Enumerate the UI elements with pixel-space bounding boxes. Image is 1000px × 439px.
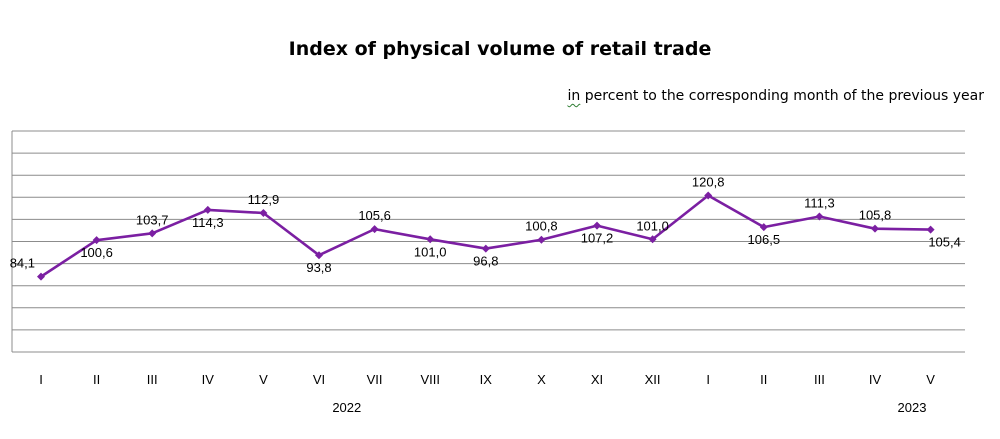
x-tick-label: X bbox=[537, 372, 546, 387]
x-tick-label: VII bbox=[367, 372, 383, 387]
data-point bbox=[481, 244, 490, 253]
data-label: 107,2 bbox=[581, 231, 614, 246]
x-tick-label: II bbox=[760, 372, 767, 387]
data-label: 101,0 bbox=[414, 244, 447, 259]
data-point bbox=[259, 208, 268, 217]
data-point bbox=[759, 223, 768, 232]
data-point bbox=[37, 272, 45, 281]
x-tick-label: V bbox=[926, 372, 935, 387]
data-point bbox=[537, 235, 546, 244]
data-point bbox=[203, 205, 212, 214]
data-point bbox=[315, 251, 323, 260]
chart-subtitle: in percent to the corresponding month of… bbox=[568, 88, 984, 104]
x-tick-label: V bbox=[259, 372, 268, 387]
data-label: 105,6 bbox=[358, 208, 391, 223]
x-tick-label: III bbox=[147, 372, 158, 387]
data-point bbox=[704, 191, 713, 200]
data-point bbox=[871, 224, 879, 233]
data-label: 96,8 bbox=[473, 254, 498, 269]
data-point bbox=[370, 225, 379, 234]
data-label: 101,0 bbox=[636, 218, 669, 233]
x-tick-label: IX bbox=[480, 372, 493, 387]
x-tick-label: VI bbox=[313, 372, 325, 387]
subtitle-first-word: in bbox=[567, 88, 581, 104]
data-point bbox=[593, 221, 601, 230]
data-label: 100,8 bbox=[525, 219, 558, 234]
year-label: 2022 bbox=[332, 400, 361, 415]
x-tick-label: I bbox=[39, 372, 43, 387]
x-tick-label: XI bbox=[591, 372, 603, 387]
data-point bbox=[815, 212, 824, 221]
data-label: 103,7 bbox=[136, 212, 169, 227]
x-tick-label: VIII bbox=[420, 372, 440, 387]
x-tick-label: XII bbox=[645, 372, 661, 387]
data-point bbox=[426, 235, 435, 244]
x-tick-label: I bbox=[706, 372, 710, 387]
data-label: 105,4 bbox=[928, 235, 961, 250]
x-tick-label: IV bbox=[202, 372, 215, 387]
data-point bbox=[148, 229, 157, 238]
data-label: 100,6 bbox=[80, 245, 113, 260]
data-label: 120,8 bbox=[692, 175, 725, 190]
x-tick-label: IV bbox=[869, 372, 882, 387]
year-label: 2023 bbox=[898, 400, 927, 415]
data-point bbox=[92, 236, 101, 245]
data-label: 111,3 bbox=[804, 196, 835, 211]
data-label: 93,8 bbox=[306, 260, 331, 275]
subtitle-rest: percent to the corresponding month of th… bbox=[580, 88, 984, 104]
data-label: 84,1 bbox=[10, 256, 35, 271]
data-label: 114,3 bbox=[192, 215, 224, 230]
data-point bbox=[926, 225, 935, 234]
data-label: 105,8 bbox=[859, 208, 892, 223]
data-label: 106,5 bbox=[748, 232, 781, 247]
x-tick-label: II bbox=[93, 372, 100, 387]
x-tick-label: III bbox=[814, 372, 825, 387]
chart-title: Index of physical volume of retail trade bbox=[288, 38, 712, 60]
data-label: 112,9 bbox=[248, 192, 280, 207]
data-point bbox=[648, 235, 657, 244]
